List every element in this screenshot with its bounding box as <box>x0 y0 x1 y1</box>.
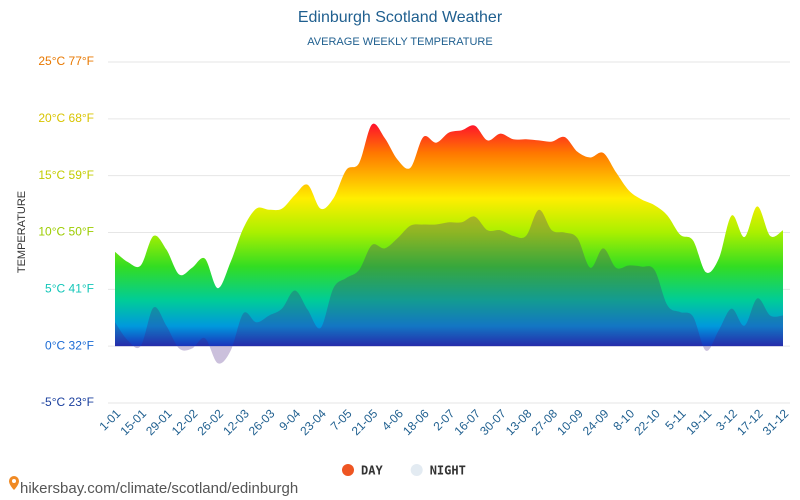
chart-title: Edinburgh Scotland Weather <box>298 9 503 26</box>
x-tick-label: 30-07 <box>477 406 509 438</box>
footer-text: hikersbay.com/climate/scotland/edinburgh <box>20 480 298 497</box>
legend-swatch <box>342 464 354 476</box>
x-tick-label: 13-08 <box>503 406 535 438</box>
x-tick-label: 12-03 <box>220 406 252 438</box>
x-tick-label: 10-09 <box>554 406 586 438</box>
x-tick-label: 18-06 <box>400 406 432 438</box>
x-tick-label: 24-09 <box>580 406 612 438</box>
area-0 <box>115 123 783 347</box>
pin-dot <box>12 479 16 483</box>
footer: hikersbay.com/climate/scotland/edinburgh <box>9 476 298 497</box>
y-tick-label: -5°C 23°F <box>41 395 94 409</box>
x-tick-label: 19-11 <box>683 406 714 437</box>
area-1 <box>115 209 783 364</box>
y-tick-label: 0°C 32°F <box>45 338 94 352</box>
legend-label: DAY <box>361 464 383 478</box>
legend-label: NIGHT <box>430 464 466 478</box>
y-tick-label: 5°C 41°F <box>45 282 94 296</box>
chart-subtitle: AVERAGE WEEKLY TEMPERATURE <box>307 36 492 48</box>
x-tick-label: 21-05 <box>349 406 381 438</box>
y-tick-label: 25°C 77°F <box>38 54 94 68</box>
x-tick-label: 27-08 <box>529 406 561 438</box>
x-tick-label: 26-02 <box>195 406 227 438</box>
legend-swatch <box>410 464 423 476</box>
y-tick-label: 10°C 50°F <box>38 225 94 239</box>
x-tick-label: 23-04 <box>297 406 329 438</box>
x-tick-label: 26-03 <box>246 406 278 438</box>
x-tick-label: 22-10 <box>631 406 663 438</box>
y-tick-label: 15°C 59°F <box>38 168 94 182</box>
x-tick-label: 12-02 <box>169 406 201 438</box>
x-tick-label: 17-12 <box>734 406 766 438</box>
pin-icon <box>9 476 19 490</box>
y-tick-label: 20°C 68°F <box>38 111 94 125</box>
x-tick-label: 15-01 <box>117 406 149 438</box>
x-tick-label: 16-07 <box>451 406 483 438</box>
y-axis-label: TEMPERATURE <box>16 191 28 273</box>
x-tick-label: 29-01 <box>143 406 175 438</box>
x-tick-label: 31-12 <box>760 406 792 438</box>
